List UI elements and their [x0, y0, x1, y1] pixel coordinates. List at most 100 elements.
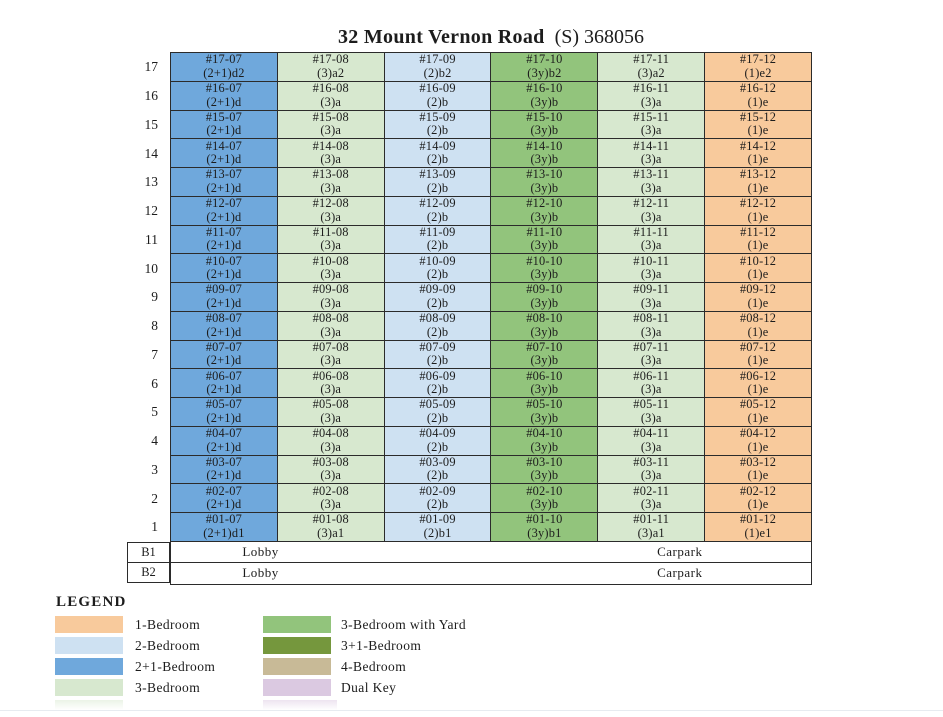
unit-cell[interactable]: #16-11 (3)a: [598, 81, 706, 110]
unit-cell[interactable]: #02-09 (2)b: [384, 484, 492, 512]
unit-cell[interactable]: #05-11 (3)a: [598, 398, 706, 426]
unit-cell[interactable]: #06-08 (3)a: [277, 369, 385, 397]
unit-cell[interactable]: #17-12 (1)e2: [705, 53, 811, 81]
unit-cell[interactable]: #02-12 (1)e: [705, 484, 811, 512]
unit-cell[interactable]: #06-12 (1)e: [705, 369, 811, 397]
unit-cell[interactable]: #08-07 (2+1)d: [171, 311, 278, 340]
unit-cell[interactable]: #04-07 (2+1)d: [171, 426, 278, 455]
unit-cell[interactable]: #09-07 (2+1)d: [171, 283, 278, 311]
unit-cell[interactable]: #10-12 (1)e: [705, 254, 811, 282]
unit-cell[interactable]: #13-11 (3)a: [598, 168, 706, 196]
unit-cell[interactable]: #16-10 (3y)b: [491, 81, 599, 110]
unit-cell[interactable]: #11-09 (2)b: [384, 225, 492, 254]
unit-cell[interactable]: #02-10 (3y)b: [491, 484, 599, 512]
unit-cell[interactable]: #09-10 (3y)b: [491, 283, 599, 311]
unit-cell[interactable]: #17-11 (3)a2: [598, 53, 706, 81]
unit-cell[interactable]: #12-11 (3)a: [598, 196, 706, 225]
unit-cell[interactable]: #17-10 (3y)b2: [491, 53, 599, 81]
unit-cell[interactable]: #05-07 (2+1)d: [171, 398, 278, 426]
unit-cell[interactable]: #09-11 (3)a: [598, 283, 706, 311]
unit-cell[interactable]: #06-11 (3)a: [598, 369, 706, 397]
unit-cell[interactable]: #03-12 (1)e: [705, 455, 811, 484]
unit-cell[interactable]: #07-12 (1)e: [705, 340, 811, 369]
unit-cell[interactable]: #04-08 (3)a: [277, 426, 385, 455]
unit-cell[interactable]: #08-08 (3)a: [277, 311, 385, 340]
unit-cell[interactable]: #14-11 (3)a: [598, 139, 706, 167]
unit-cell[interactable]: #17-08 (3)a2: [277, 53, 385, 81]
unit-cell[interactable]: #06-09 (2)b: [384, 369, 492, 397]
unit-cell[interactable]: #14-10 (3y)b: [491, 139, 599, 167]
unit-cell[interactable]: #09-12 (1)e: [705, 283, 811, 311]
unit-cell[interactable]: #01-09 (2)b1: [384, 513, 492, 541]
unit-cell[interactable]: #04-11 (3)a: [598, 426, 706, 455]
unit-cell[interactable]: #16-09 (2)b: [384, 81, 492, 110]
unit-cell[interactable]: #08-11 (3)a: [598, 311, 706, 340]
unit-cell[interactable]: #15-12 (1)e: [705, 110, 811, 139]
unit-cell[interactable]: #03-07 (2+1)d: [171, 455, 278, 484]
unit-cell[interactable]: #13-12 (1)e: [705, 168, 811, 196]
unit-cell[interactable]: #08-12 (1)e: [705, 311, 811, 340]
unit-cell[interactable]: #12-08 (3)a: [277, 196, 385, 225]
unit-cell[interactable]: #16-07 (2+1)d: [171, 81, 278, 110]
unit-cell[interactable]: #03-10 (3y)b: [491, 455, 599, 484]
unit-cell[interactable]: #14-07 (2+1)d: [171, 139, 278, 167]
unit-cell[interactable]: #17-07 (2+1)d2: [171, 53, 278, 81]
unit-cell[interactable]: #09-09 (2)b: [384, 283, 492, 311]
unit-cell[interactable]: #12-12 (1)e: [705, 196, 811, 225]
unit-cell[interactable]: #02-08 (3)a: [277, 484, 385, 512]
unit-cell[interactable]: #01-07 (2+1)d1: [171, 513, 278, 541]
unit-cell[interactable]: #10-10 (3y)b: [491, 254, 599, 282]
unit-cell[interactable]: #12-07 (2+1)d: [171, 196, 278, 225]
unit-cell[interactable]: #05-12 (1)e: [705, 398, 811, 426]
unit-cell[interactable]: #10-08 (3)a: [277, 254, 385, 282]
unit-cell[interactable]: #15-11 (3)a: [598, 110, 706, 139]
unit-cell[interactable]: #13-10 (3y)b: [491, 168, 599, 196]
unit-cell[interactable]: #01-12 (1)e1: [705, 513, 811, 541]
unit-cell[interactable]: #12-09 (2)b: [384, 196, 492, 225]
unit-cell[interactable]: #07-08 (3)a: [277, 340, 385, 369]
unit-cell[interactable]: #15-09 (2)b: [384, 110, 492, 139]
unit-cell[interactable]: #16-12 (1)e: [705, 81, 811, 110]
unit-cell[interactable]: #02-07 (2+1)d: [171, 484, 278, 512]
unit-cell[interactable]: #03-11 (3)a: [598, 455, 706, 484]
unit-cell[interactable]: #16-08 (3)a: [277, 81, 385, 110]
unit-cell[interactable]: #10-09 (2)b: [384, 254, 492, 282]
unit-cell[interactable]: #04-12 (1)e: [705, 426, 811, 455]
unit-cell[interactable]: #07-07 (2+1)d: [171, 340, 278, 369]
unit-cell[interactable]: #14-08 (3)a: [277, 139, 385, 167]
unit-cell[interactable]: #02-11 (3)a: [598, 484, 706, 512]
unit-cell[interactable]: #15-07 (2+1)d: [171, 110, 278, 139]
unit-cell[interactable]: #08-09 (2)b: [384, 311, 492, 340]
unit-cell[interactable]: #17-09 (2)b2: [384, 53, 492, 81]
unit-cell[interactable]: #04-10 (3y)b: [491, 426, 599, 455]
unit-cell[interactable]: #06-10 (3y)b: [491, 369, 599, 397]
unit-cell[interactable]: #13-08 (3)a: [277, 168, 385, 196]
unit-cell[interactable]: #03-09 (2)b: [384, 455, 492, 484]
unit-cell[interactable]: #04-09 (2)b: [384, 426, 492, 455]
unit-cell[interactable]: #11-07 (2+1)d: [171, 225, 278, 254]
unit-cell[interactable]: #11-11 (3)a: [598, 225, 706, 254]
unit-cell[interactable]: #06-07 (2+1)d: [171, 369, 278, 397]
unit-cell[interactable]: #01-11 (3)a1: [598, 513, 706, 541]
unit-cell[interactable]: #07-11 (3)a: [598, 340, 706, 369]
unit-cell[interactable]: #10-11 (3)a: [598, 254, 706, 282]
unit-cell[interactable]: #12-10 (3y)b: [491, 196, 599, 225]
unit-cell[interactable]: #05-10 (3y)b: [491, 398, 599, 426]
unit-cell[interactable]: #13-07 (2+1)d: [171, 168, 278, 196]
unit-cell[interactable]: #11-10 (3y)b: [491, 225, 599, 254]
unit-cell[interactable]: #03-08 (3)a: [277, 455, 385, 484]
unit-cell[interactable]: #10-07 (2+1)d: [171, 254, 278, 282]
unit-cell[interactable]: #14-12 (1)e: [705, 139, 811, 167]
unit-cell[interactable]: #15-08 (3)a: [277, 110, 385, 139]
unit-cell[interactable]: #05-09 (2)b: [384, 398, 492, 426]
unit-cell[interactable]: #01-10 (3y)b1: [491, 513, 599, 541]
unit-cell[interactable]: #15-10 (3y)b: [491, 110, 599, 139]
unit-cell[interactable]: #09-08 (3)a: [277, 283, 385, 311]
unit-cell[interactable]: #08-10 (3y)b: [491, 311, 599, 340]
unit-cell[interactable]: #07-10 (3y)b: [491, 340, 599, 369]
unit-cell[interactable]: #05-08 (3)a: [277, 398, 385, 426]
unit-cell[interactable]: #13-09 (2)b: [384, 168, 492, 196]
unit-cell[interactable]: #01-08 (3)a1: [277, 513, 385, 541]
unit-cell[interactable]: #11-08 (3)a: [277, 225, 385, 254]
unit-cell[interactable]: #07-09 (2)b: [384, 340, 492, 369]
